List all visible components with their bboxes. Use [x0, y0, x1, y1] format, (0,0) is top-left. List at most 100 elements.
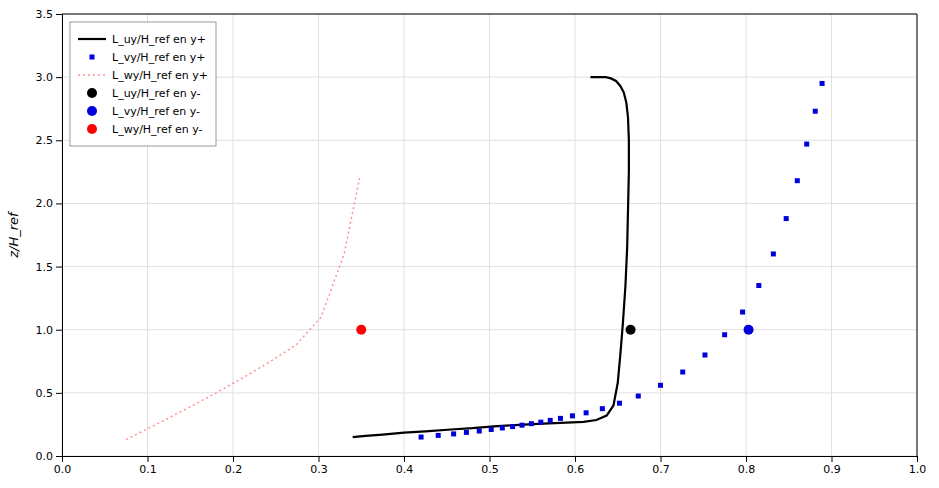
grid-line-x — [233, 14, 234, 456]
grid-line-x — [318, 14, 319, 456]
legend-swatch — [78, 38, 106, 40]
grid-line-y — [62, 14, 917, 15]
tick: 1.5 — [36, 261, 63, 274]
legend-label: L_vy/H_ref en y+ — [112, 51, 206, 64]
tick-label: 0.5 — [481, 463, 499, 476]
point — [756, 283, 761, 288]
legend-swatch — [90, 55, 95, 60]
tick: 1.0 — [909, 456, 927, 476]
tick: 0.6 — [567, 456, 585, 476]
point — [702, 352, 707, 357]
grid-line-x — [831, 14, 832, 456]
legend-swatch — [78, 74, 106, 76]
point — [636, 394, 641, 399]
tick: 0.5 — [36, 387, 63, 400]
tick-mark — [832, 456, 833, 462]
grid-line-x — [660, 14, 661, 456]
x-axis: 0.0 0.1 0.2 0.3 0.4 0.5 0.6 0.7 0.8 0.9 1.0 — [54, 456, 927, 476]
tick: 0.1 — [139, 456, 157, 476]
tick-label: 0.4 — [396, 463, 414, 476]
legend-swatch — [87, 106, 97, 116]
tick: 0.0 — [54, 456, 72, 476]
tick-mark — [56, 203, 62, 204]
legend-label: L_uy/H_ref en y- — [112, 87, 201, 100]
point — [740, 310, 745, 315]
point — [744, 325, 754, 335]
tick-mark — [148, 456, 149, 462]
grid-line-y — [62, 329, 917, 330]
point — [477, 428, 482, 433]
tick: 0.5 — [481, 456, 499, 476]
marks — [126, 77, 824, 439]
point — [820, 81, 825, 86]
point — [771, 251, 776, 256]
tick-label: 0.3 — [310, 463, 328, 476]
tick: 0.0 — [36, 450, 63, 463]
point — [500, 425, 505, 430]
tick-label: 0.2 — [225, 463, 243, 476]
point — [617, 401, 622, 406]
tick: 0.2 — [225, 456, 243, 476]
series-line — [353, 77, 629, 437]
point — [570, 413, 575, 418]
tick: 0.7 — [652, 456, 670, 476]
chart: 0.0 0.1 0.2 0.3 0.4 0.5 0.6 0.7 0.8 0.9 1.0 0.0 0.5 1… — [0, 0, 939, 488]
point — [658, 383, 663, 388]
tick: 1.0 — [36, 324, 63, 337]
grid-line-y — [62, 203, 917, 204]
tick-mark — [56, 393, 62, 394]
legend-item: L_uy/H_ref en y- — [87, 87, 201, 100]
point — [419, 435, 424, 440]
tick-label: 2.0 — [36, 197, 54, 210]
tick: 0.4 — [396, 456, 414, 476]
tick-mark — [233, 456, 234, 462]
tick-mark — [575, 456, 576, 462]
point — [464, 430, 469, 435]
tick-mark — [490, 456, 491, 462]
y-axis: 0.00.51.01.52.02.53.03.5 — [36, 8, 63, 463]
legend-item: L_wy/H_ref en y+ — [78, 69, 208, 82]
point — [784, 216, 789, 221]
tick-label: 0.1 — [139, 463, 157, 476]
point — [626, 325, 636, 335]
point — [722, 332, 727, 337]
tick-mark — [56, 456, 62, 457]
tick-label: 2.5 — [36, 134, 54, 147]
grid-line-y — [62, 392, 917, 393]
legend-swatch — [87, 124, 97, 134]
point — [538, 420, 543, 425]
point — [519, 423, 524, 428]
tick-mark — [917, 456, 918, 462]
tick-mark — [56, 140, 62, 141]
axis-line — [63, 457, 918, 463]
legend: L_uy/H_ref en y+ L_vy/H_ref en y+ L_wy/H_r… — [70, 22, 216, 146]
tick-mark — [56, 267, 62, 268]
point — [451, 431, 456, 436]
tick-label: 3.0 — [36, 71, 54, 84]
tick-label: 1.5 — [36, 261, 54, 274]
tick: 0.9 — [823, 456, 841, 476]
point — [548, 418, 553, 423]
tick-mark — [56, 330, 62, 331]
tick-label: 1.0 — [36, 324, 54, 337]
tick: 3.0 — [36, 71, 63, 84]
tick-label: 0.8 — [738, 463, 756, 476]
frame — [62, 14, 917, 15]
tick-mark — [319, 456, 320, 462]
tick-label: 0.0 — [36, 450, 54, 463]
legend-item: L_vy/H_ref en y+ — [90, 51, 206, 64]
tick-label: 0.7 — [652, 463, 670, 476]
point — [436, 433, 441, 438]
legend-label: L_uy/H_ref en y+ — [112, 33, 206, 46]
tick-mark — [56, 77, 62, 78]
series-line — [126, 178, 359, 439]
tick-mark — [746, 456, 747, 462]
grid-line-y — [62, 266, 917, 267]
grid-line-x — [917, 14, 918, 456]
legend-item: L_uy/H_ref en y+ — [78, 33, 206, 46]
tick: 0.3 — [310, 456, 328, 476]
point — [680, 370, 685, 375]
y-axis-label: z/H_ref — [6, 210, 21, 259]
tick-label: 0.5 — [36, 387, 54, 400]
tick: 2.5 — [36, 134, 63, 147]
